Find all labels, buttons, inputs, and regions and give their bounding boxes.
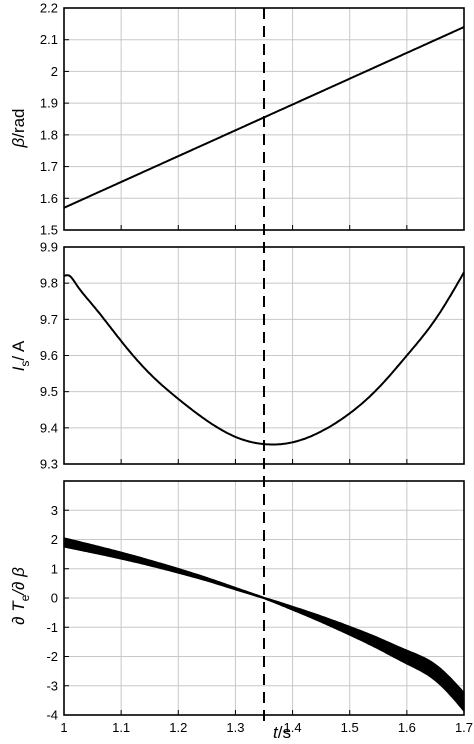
y-tick-label: -2 <box>46 649 58 664</box>
y-tick-label: 9.5 <box>40 384 58 399</box>
y-tick-label: 2 <box>51 64 58 79</box>
x-tick-label: 1.4 <box>284 720 302 735</box>
y-tick-label: -3 <box>46 678 58 693</box>
x-tick-label: 1.3 <box>226 720 244 735</box>
xlabel: t/s <box>273 723 291 742</box>
x-tick-label: 1 <box>60 720 67 735</box>
y-tick-label: 1.7 <box>40 159 58 174</box>
y-tick-label: -1 <box>46 620 58 635</box>
x-tick-label: 1.6 <box>398 720 416 735</box>
ylabel-beta: β/rad <box>9 108 28 148</box>
x-tick-label: 1.2 <box>169 720 187 735</box>
y-tick-label: 9.6 <box>40 348 58 363</box>
ylabel-torque-derivative: ∂ Te/∂ β <box>9 567 32 625</box>
y-tick-label: 2 <box>51 532 58 547</box>
y-tick-label: 9.9 <box>40 240 58 255</box>
y-tick-label: 9.8 <box>40 276 58 291</box>
y-tick-label: 2.1 <box>40 32 58 47</box>
ylabel-current: Is/ A <box>9 340 32 371</box>
x-tick-label: 1.7 <box>455 720 473 735</box>
y-tick-label: 3 <box>51 503 58 518</box>
y-tick-label: 1 <box>51 561 58 576</box>
y-tick-label: 2.2 <box>40 1 58 16</box>
y-tick-label: 1.9 <box>40 96 58 111</box>
x-tick-label: 1.1 <box>112 720 130 735</box>
y-tick-label: 0 <box>51 591 58 606</box>
y-tick-label: 9.3 <box>40 457 58 472</box>
y-tick-label: -4 <box>46 708 58 723</box>
y-tick-label: 9.7 <box>40 312 58 327</box>
tick-layer: 1.5 1.6 1.7 1.8 1.9 2 2.1 2.2 9.3 9.4 9.5 9.6 9.7 9.8… <box>40 1 473 736</box>
y-tick-label: 1.6 <box>40 191 58 206</box>
y-tick-label: 9.4 <box>40 420 58 435</box>
y-tick-label: 1.5 <box>40 223 58 238</box>
y-tick-label: 1.8 <box>40 127 58 142</box>
x-tick-label: 1.5 <box>341 720 359 735</box>
